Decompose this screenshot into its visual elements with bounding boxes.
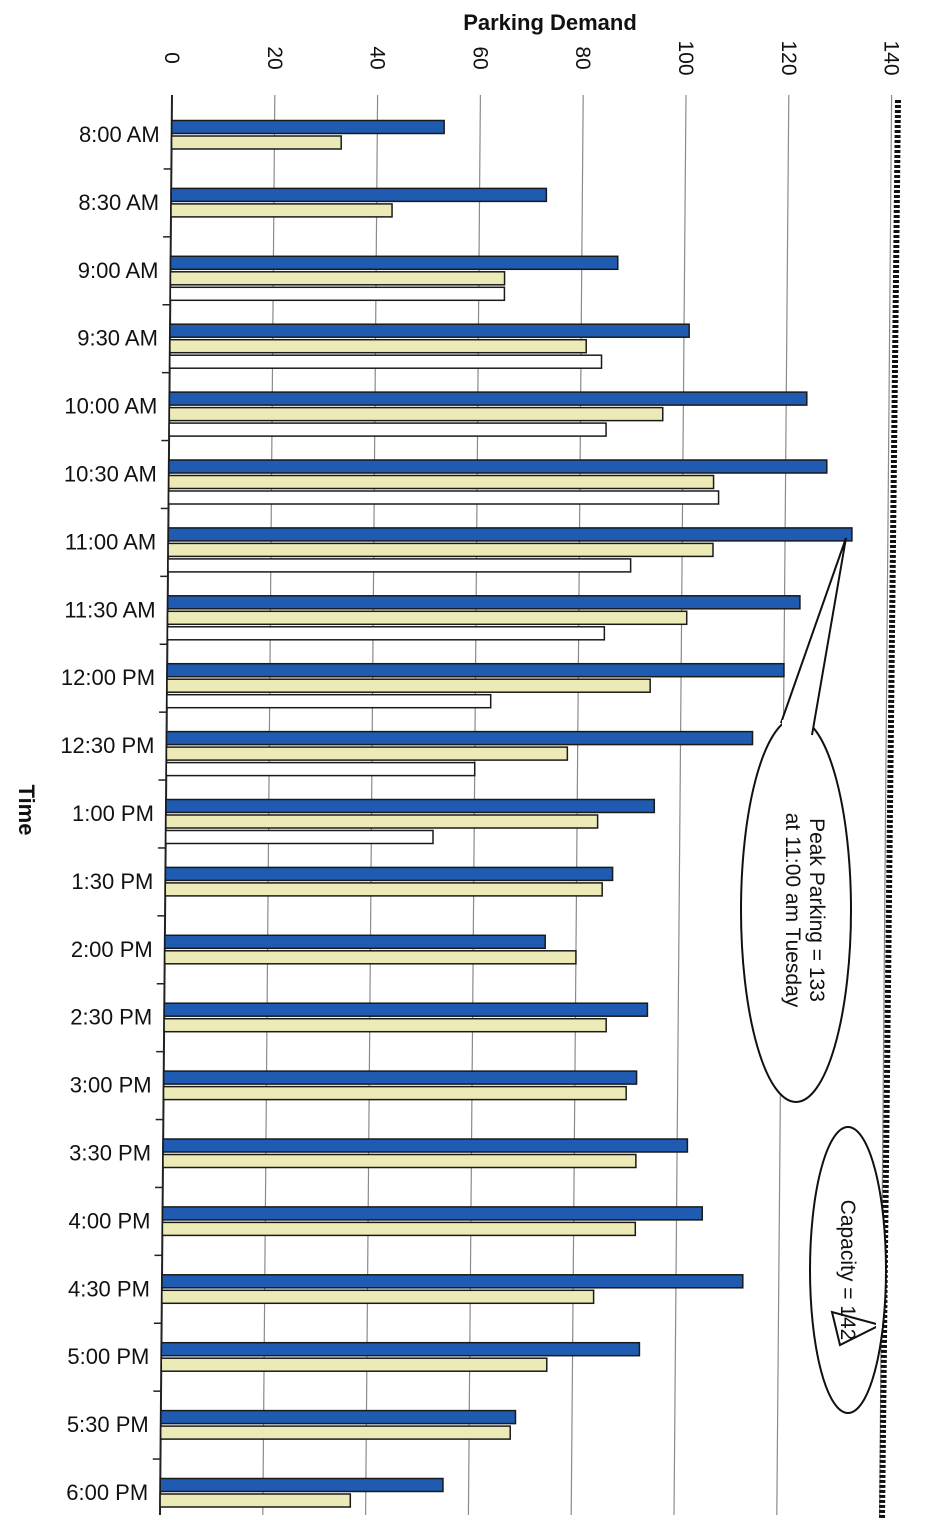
bar-2-4-30-pm bbox=[161, 1289, 595, 1305]
category-label-3-30-pm: 3:30 PM bbox=[69, 1141, 151, 1166]
category-label-8-00-am: 8:00 AM bbox=[79, 122, 160, 147]
bar-2-10-30-am bbox=[167, 474, 715, 490]
bar-2-4-00-pm bbox=[161, 1221, 637, 1237]
bar-1-9-00-am bbox=[169, 255, 619, 271]
bar-2-6-00-pm bbox=[159, 1493, 352, 1508]
bar-2-9-00-am bbox=[169, 271, 506, 286]
bar-1-10-00-am bbox=[168, 391, 808, 406]
bar-2-1-30-pm bbox=[164, 882, 603, 897]
capacity-callout-text: Capacity = 142 bbox=[836, 1200, 859, 1341]
bar-2-10-00-am bbox=[168, 406, 664, 422]
bar-1-4-30-pm bbox=[161, 1274, 744, 1289]
capacity-callout-bubble bbox=[809, 1126, 887, 1414]
bar-2-11-00-am bbox=[167, 542, 714, 558]
bar-3-1-00-pm bbox=[164, 829, 434, 845]
bar-1-5-30-pm bbox=[160, 1409, 517, 1425]
bar-2-2-00-pm bbox=[163, 950, 577, 965]
capacity-callout-pointer bbox=[830, 1310, 883, 1347]
category-label-1-00-pm: 1:00 PM bbox=[72, 801, 154, 826]
y-axis-title: Time bbox=[14, 785, 39, 836]
bar-1-3-30-pm bbox=[162, 1138, 689, 1153]
bar-2-12-30-pm bbox=[165, 746, 569, 761]
bar-1-8-30-am bbox=[170, 187, 548, 203]
x-tick-label-60: 60 bbox=[468, 46, 491, 69]
bar-2-3-30-pm bbox=[162, 1153, 637, 1169]
bar-2-5-30-pm bbox=[159, 1425, 511, 1440]
bar-1-12-30-pm bbox=[165, 730, 754, 746]
category-label-4-00-pm: 4:00 PM bbox=[69, 1208, 151, 1233]
x-axis-title: Parking Demand bbox=[463, 10, 637, 35]
category-label-2-30-pm: 2:30 PM bbox=[70, 1005, 152, 1030]
bar-1-12-00-pm bbox=[166, 662, 785, 678]
bar-3-9-00-am bbox=[169, 286, 506, 302]
category-label-10-00-am: 10:00 AM bbox=[64, 394, 157, 419]
bar-3-10-30-am bbox=[167, 490, 720, 505]
bar-1-9-30-am bbox=[169, 323, 690, 338]
category-label-9-00-am: 9:00 AM bbox=[78, 258, 159, 283]
gridline-100 bbox=[673, 94, 687, 1516]
peak-callout-line2: at 11:00 am Tuesday bbox=[781, 813, 804, 1008]
bar-2-3-00-pm bbox=[162, 1085, 627, 1101]
bar-2-12-00-pm bbox=[166, 678, 651, 693]
bar-1-8-00-am bbox=[170, 119, 445, 135]
category-label-4-30-pm: 4:30 PM bbox=[68, 1276, 150, 1301]
category-label-5-30-pm: 5:30 PM bbox=[67, 1412, 149, 1437]
bar-1-3-00-pm bbox=[162, 1070, 638, 1085]
x-tick-label-140: 140 bbox=[880, 40, 903, 75]
bar-2-9-30-am bbox=[169, 338, 587, 354]
bar-3-10-00-am bbox=[168, 422, 607, 437]
category-label-11-00-am: 11:00 AM bbox=[65, 529, 156, 554]
bar-2-5-00-pm bbox=[160, 1357, 548, 1372]
x-tick-labels: 0 20 40 60 80 100 120 140 bbox=[160, 40, 903, 75]
bar-1-5-00-pm bbox=[160, 1341, 641, 1357]
category-label-9-30-am: 9:30 AM bbox=[77, 326, 158, 351]
x-tick-label-100: 100 bbox=[674, 40, 697, 75]
peak-callout-pointer bbox=[780, 537, 847, 736]
bar-2-11-30-am bbox=[166, 610, 688, 626]
category-label-1-30-pm: 1:30 PM bbox=[71, 869, 153, 894]
bar-3-12-30-pm bbox=[165, 761, 476, 777]
bar-group bbox=[159, 119, 853, 1508]
peak-callout-mask bbox=[782, 720, 811, 740]
bar-1-4-00-pm bbox=[161, 1206, 703, 1221]
category-label-8-30-am: 8:30 AM bbox=[78, 190, 159, 215]
bar-1-2-30-pm bbox=[163, 1002, 649, 1017]
bar-1-11-00-am bbox=[167, 527, 853, 542]
category-label-12-30-pm: 12:30 PM bbox=[60, 733, 154, 758]
x-tick-label-0: 0 bbox=[160, 52, 183, 64]
bar-3-11-30-am bbox=[166, 626, 606, 641]
bar-2-8-30-am bbox=[170, 203, 393, 218]
x-tick-label-120: 120 bbox=[777, 40, 800, 75]
category-label-11-30-am: 11:30 AM bbox=[64, 597, 155, 622]
category-label-3-00-pm: 3:00 PM bbox=[70, 1073, 152, 1098]
bar-2-1-00-pm bbox=[165, 814, 599, 829]
bar-2-2-30-pm bbox=[163, 1017, 607, 1033]
capacity-callout-mask bbox=[876, 1318, 882, 1328]
bar-3-12-00-pm bbox=[166, 693, 492, 709]
peak-callout-line1: Peak Parking = 133 bbox=[805, 818, 828, 1002]
bar-3-9-30-am bbox=[168, 354, 603, 369]
bar-3-11-00-am bbox=[167, 558, 632, 573]
bar-1-2-00-pm bbox=[164, 934, 546, 950]
category-label-5-00-pm: 5:00 PM bbox=[67, 1344, 149, 1369]
category-label-12-00-pm: 12:00 PM bbox=[61, 665, 155, 690]
bar-1-10-30-am bbox=[168, 459, 828, 474]
category-label-10-30-am: 10:30 AM bbox=[64, 462, 157, 487]
category-labels: 8:00 AM 8:30 AM 9:00 AM 9:30 AM 10:00 AM 10:3… bbox=[60, 122, 159, 1505]
x-tick-label-20: 20 bbox=[263, 46, 286, 69]
bar-1-11-30-am bbox=[166, 595, 801, 610]
bar-1-1-30-pm bbox=[164, 866, 614, 882]
x-tick-label-80: 80 bbox=[571, 46, 594, 69]
category-label-6-00-pm: 6:00 PM bbox=[66, 1480, 148, 1505]
category-label-2-00-pm: 2:00 PM bbox=[71, 937, 153, 962]
x-tick-label-40: 40 bbox=[366, 46, 389, 69]
bar-1-1-00-pm bbox=[165, 798, 656, 814]
bar-1-6-00-pm bbox=[159, 1477, 444, 1493]
bar-2-8-00-am bbox=[170, 135, 342, 150]
